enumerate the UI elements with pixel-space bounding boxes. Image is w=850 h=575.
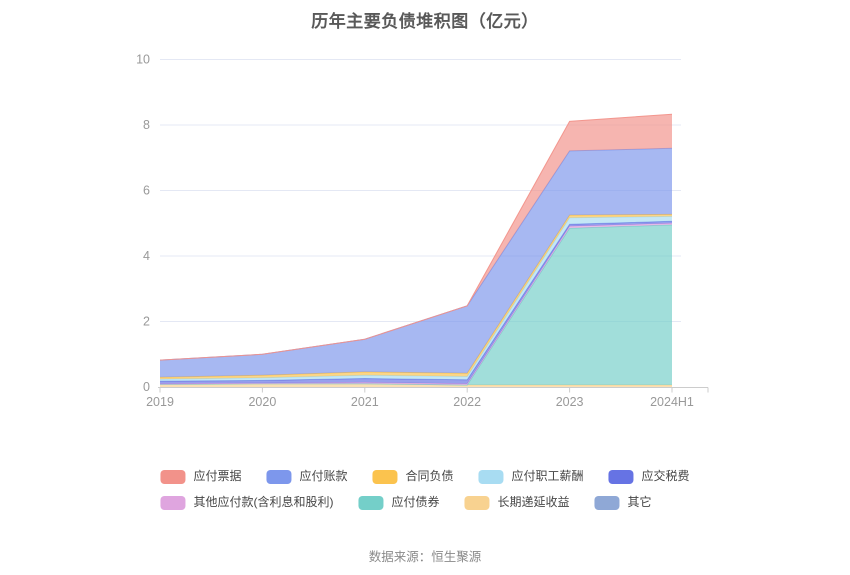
legend-row: 应付票据 应付账款 合同负债 应付职工薪酬 应交税费 — [160, 469, 690, 484]
liability-stacked-area-chart: 0 2 4 6 8 10 2019 2020 2021 2022 2023 2024H1 — [136, 53, 709, 409]
legend-item[interactable]: 应付票据 — [160, 469, 241, 484]
legend-item[interactable]: 应付债券 — [358, 495, 439, 510]
legend-label: 应交税费 — [641, 469, 690, 483]
legend-label: 应付债券 — [391, 495, 440, 509]
legend-label: 其他应付款(含利息和股利) — [193, 495, 334, 509]
y-axis-tick-label: 6 — [143, 184, 150, 198]
chart-legend: 应付票据 应付账款 合同负债 应付职工薪酬 应交税费其他应付款(含利息和股利) 应付债券 长… — [160, 469, 690, 510]
legend-row: 其他应付款(含利息和股利) 应付债券 长期递延收益 其它 — [160, 495, 652, 510]
legend-item[interactable]: 其它 — [594, 495, 652, 510]
chart-title: 历年主要负债堆积图（亿元） — [311, 12, 539, 31]
series-area — [160, 214, 672, 380]
legend-swatch-icon — [266, 469, 292, 484]
legend-label: 其它 — [627, 495, 652, 509]
x-axis-tick-label: 2021 — [351, 395, 379, 409]
x-axis-tick-label: 2024H1 — [650, 395, 694, 409]
x-axis-tick-label: 2022 — [453, 395, 481, 409]
data-source-text: 数据来源：恒生聚源 — [368, 550, 482, 564]
series-area — [160, 114, 672, 361]
legend-label: 应付票据 — [193, 469, 242, 483]
x-axis-tick-label: 2020 — [248, 395, 276, 409]
legend-item[interactable]: 应付职工薪酬 — [478, 469, 584, 484]
series-area — [160, 383, 672, 387]
y-axis-tick-label: 8 — [143, 118, 150, 132]
legend-item[interactable]: 合同负债 — [372, 469, 454, 484]
legend-item[interactable]: 其他应付款(含利息和股利) — [160, 495, 333, 510]
series-area — [160, 224, 672, 385]
legend-swatch-icon — [358, 495, 384, 510]
x-axis-tick-label: 2023 — [556, 395, 584, 409]
legend-swatch-icon — [160, 495, 186, 510]
y-axis-tick-label: 10 — [136, 53, 150, 67]
legend-label: 应付账款 — [299, 469, 348, 483]
y-axis-tick-label: 0 — [143, 380, 150, 394]
legend-item[interactable]: 长期递延收益 — [464, 495, 569, 510]
legend-label: 应付职工薪酬 — [511, 469, 584, 483]
legend-swatch-icon — [478, 469, 504, 484]
legend-label: 长期递延收益 — [497, 495, 570, 509]
legend-item[interactable]: 应付账款 — [266, 469, 347, 484]
legend-swatch-icon — [608, 469, 634, 484]
legend-swatch-icon — [464, 495, 490, 510]
legend-swatch-icon — [594, 495, 620, 510]
legend-swatch-icon — [372, 469, 398, 484]
series-top-line — [159, 113, 673, 361]
legend-item[interactable]: 应交税费 — [608, 469, 690, 484]
legend-label: 合同负债 — [405, 469, 454, 483]
x-axis-tick-label: 2019 — [146, 395, 174, 409]
series-area — [160, 148, 672, 378]
legend-swatch-icon — [160, 469, 186, 484]
y-axis-tick-label: 4 — [143, 249, 150, 263]
y-axis-tick-label: 2 — [143, 315, 150, 329]
